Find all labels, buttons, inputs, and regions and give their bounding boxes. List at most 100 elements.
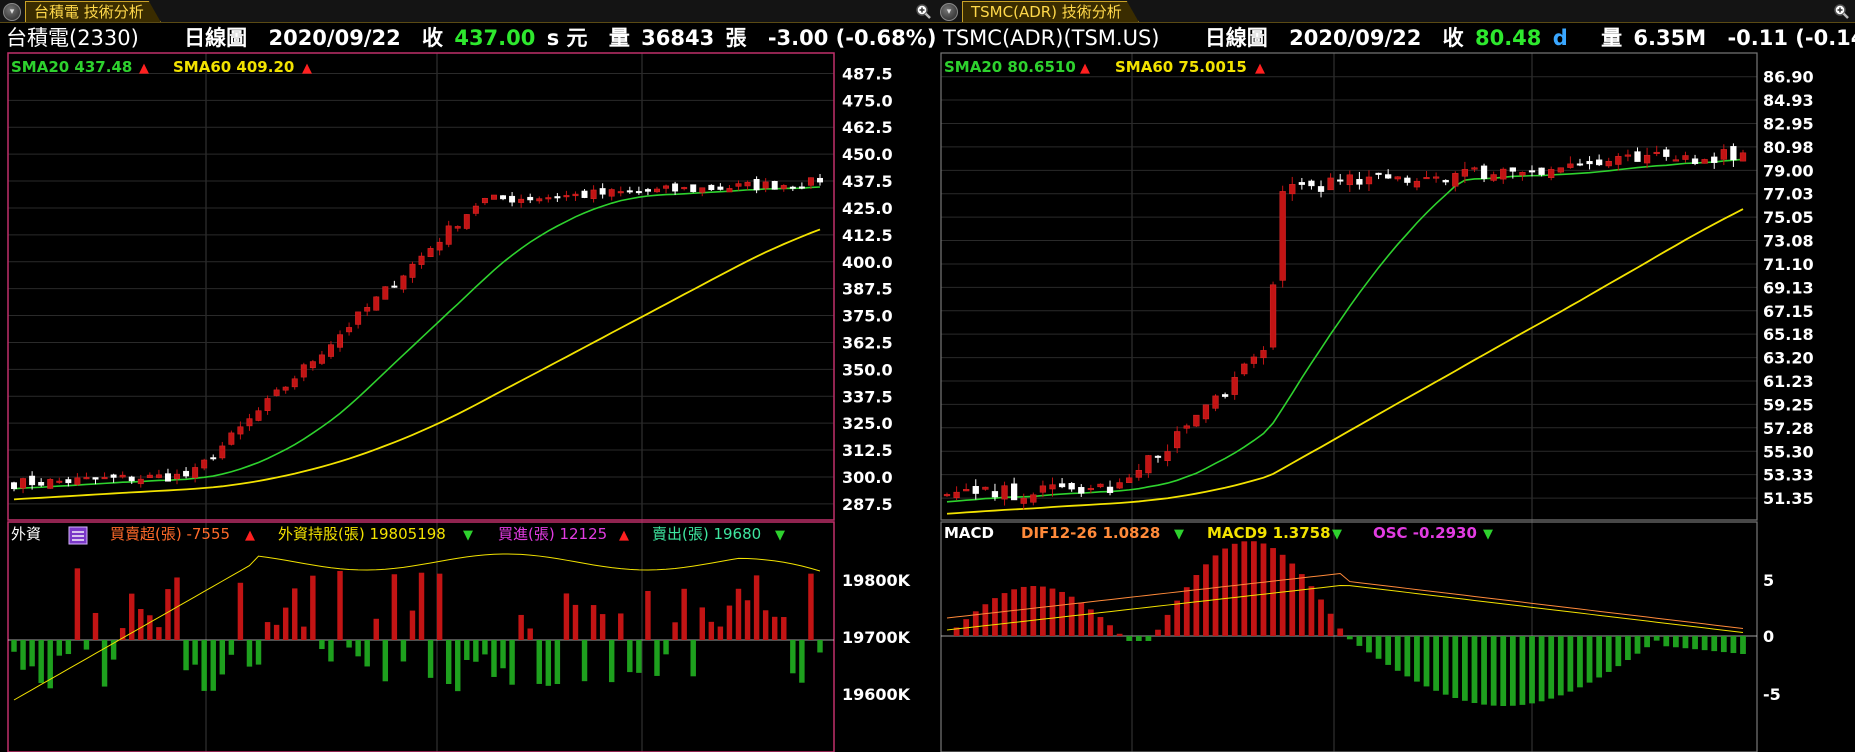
legend-dif: DIF12-26 1.0828	[1021, 524, 1160, 542]
tab-tsm-adr-technical[interactable]: TSMC(ADR) 技術分析	[962, 1, 1139, 22]
candle-body	[101, 477, 108, 480]
candle-body	[780, 185, 787, 189]
net-sell-bar	[364, 640, 370, 667]
candle-body	[192, 467, 199, 478]
net-sell-bar	[29, 640, 35, 667]
candle-body	[518, 198, 525, 203]
osc-positive-bar	[1155, 629, 1161, 636]
candle-body	[1682, 155, 1689, 160]
y-tick-label: 84.93	[1763, 91, 1814, 110]
tab-tsmc-technical[interactable]: 台積電 技術分析	[25, 1, 161, 22]
net-sell-bar	[608, 640, 615, 683]
osc-positive-bar	[1308, 586, 1315, 636]
candle-body	[1097, 483, 1104, 488]
osc-positive-bar	[1087, 609, 1094, 636]
y-tick-label: 450.0	[842, 145, 893, 164]
candle-body	[300, 364, 307, 378]
candle-body	[264, 398, 271, 411]
candle-body	[1250, 356, 1258, 364]
y-tick-label: 59.25	[1763, 395, 1814, 414]
close-label: 收	[422, 26, 444, 50]
candle-body	[726, 188, 733, 193]
osc-negative-bar	[1692, 636, 1698, 650]
sub-chart-list-icon[interactable]	[68, 526, 88, 545]
legend-sell: 賣出(張) 19680	[652, 525, 761, 543]
candle-body	[174, 473, 180, 480]
net-buy-bar	[373, 618, 379, 640]
candle-body	[1586, 161, 1593, 165]
y-tick-label: 475.0	[842, 91, 893, 110]
candle-body	[309, 361, 316, 369]
y-tick-label: 300.0	[842, 468, 893, 487]
net-sell-bar	[545, 640, 552, 686]
net-sell-bar	[581, 640, 588, 682]
legend-net-buy-sell: 買賣超(張) -7555	[110, 525, 230, 543]
close-label: 收	[1442, 26, 1464, 50]
candle-body	[1730, 146, 1737, 161]
candle-body	[817, 177, 823, 183]
candle-body	[1049, 484, 1056, 490]
net-buy-bar	[391, 574, 398, 640]
net-buy-bar	[292, 588, 298, 640]
candle-body	[1423, 177, 1430, 180]
legend-foreign-holding: 外資持股(張) 19805198	[278, 525, 446, 543]
candle-body	[1538, 167, 1545, 175]
osc-negative-bar	[1394, 636, 1401, 671]
zoom-in-icon[interactable]	[915, 3, 931, 19]
net-sell-bar	[219, 640, 226, 675]
quote-date: 2020/09/22	[268, 26, 401, 50]
osc-negative-bar	[1720, 636, 1727, 653]
menu-toggle-icon[interactable]: ▾	[940, 3, 958, 21]
candle-body	[681, 187, 688, 190]
menu-toggle-icon[interactable]: ▾	[3, 3, 21, 21]
candle-body	[654, 188, 660, 193]
zoom-in-icon[interactable]	[1833, 3, 1849, 19]
osc-positive-bar	[1183, 587, 1190, 636]
candle-body	[943, 494, 951, 497]
sub-y-tick-label: 19700K	[842, 628, 911, 647]
net-buy-bar	[726, 605, 733, 640]
quote-date: 2020/09/22	[1289, 26, 1422, 50]
candle-body	[1509, 167, 1516, 172]
net-sell-bar	[110, 640, 117, 660]
candle-body	[1375, 172, 1382, 175]
candle-body	[119, 474, 126, 478]
candle-body	[355, 311, 362, 325]
candle-body	[1164, 451, 1171, 461]
candle-body	[11, 482, 17, 490]
candle-body	[1346, 174, 1353, 186]
candle-body	[373, 296, 380, 311]
osc-negative-bar	[1682, 636, 1689, 649]
net-sell-bar	[328, 640, 334, 662]
candle-body	[1087, 488, 1094, 491]
osc-positive-bar	[1270, 548, 1276, 636]
candle-body	[83, 477, 90, 480]
candle-body	[1557, 167, 1564, 173]
net-sell-bar	[83, 640, 90, 650]
sma20-line	[13, 186, 821, 490]
osc-positive-bar	[1078, 602, 1085, 636]
osc-positive-bar	[1327, 613, 1334, 636]
sub-y-tick-label: 19600K	[842, 685, 911, 704]
osc-positive-bar	[1001, 593, 1008, 636]
net-buy-bar	[418, 572, 425, 640]
legend-osc: OSC -0.2930	[1373, 524, 1477, 542]
candle-body	[744, 181, 751, 187]
main-chart-frame	[940, 52, 1758, 521]
candle-body	[1174, 431, 1181, 449]
candle-body	[1011, 483, 1018, 501]
osc-negative-bar	[1414, 636, 1420, 682]
osc-negative-bar	[1366, 636, 1372, 653]
tab-bar: ▾ 台積電 技術分析	[0, 0, 937, 23]
candle-body	[608, 189, 615, 197]
sub-y-tick-label: 5	[1763, 571, 1774, 590]
legend-sma20: SMA20 437.48	[11, 58, 132, 76]
foreign-holding-line	[13, 553, 821, 701]
close-unit: s 元	[546, 26, 588, 50]
candle-body	[337, 334, 343, 348]
y-tick-label: 312.5	[842, 441, 893, 460]
osc-negative-bar	[1740, 636, 1746, 654]
osc-negative-bar	[1126, 636, 1133, 641]
candle-body	[1279, 191, 1286, 281]
candle-body	[327, 344, 334, 357]
